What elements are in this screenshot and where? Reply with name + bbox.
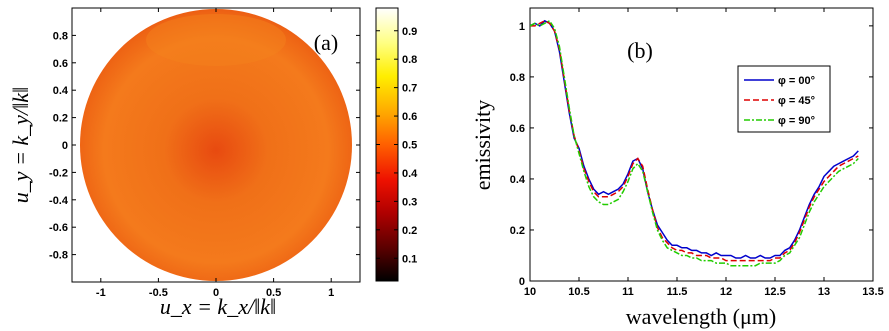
line-xtick-label: 13 <box>818 286 830 298</box>
line-ylabel: emissivity <box>470 100 495 190</box>
heatmap-ytick-label: 0.6 <box>53 58 68 70</box>
colorbar-tick-label: 0.5 <box>402 140 417 152</box>
colorbar-tick-label: 0.4 <box>402 168 418 180</box>
series-line-0 <box>530 19 859 259</box>
heatmap-ytick-label: 0.4 <box>53 85 69 97</box>
line-xlabel: wavelength (μm) <box>626 304 776 329</box>
heatmap-ticks: -1 -0.5 0 0.5 1 0.8 0.6 0.4 0.2 0 -0.2 -0.4 -0.6 -0.8 <box>49 8 360 299</box>
colorbar-tick-label: 0.2 <box>402 225 417 237</box>
heatmap-ytick-label: 0 <box>62 140 68 152</box>
heatmap-ytick-label: 0.8 <box>53 30 68 42</box>
series-line-2 <box>530 19 859 267</box>
line-ytick-label: 0 <box>519 276 525 288</box>
disk-top-cap <box>146 14 286 66</box>
emission-disk <box>80 9 352 281</box>
line-ytick-label: 0.6 <box>510 123 525 135</box>
line-xtick-label: 12 <box>720 286 732 298</box>
legend-box <box>737 65 831 133</box>
colorbar-tick-label: 0.8 <box>402 54 417 66</box>
heatmap-xtick-label: -0.5 <box>149 287 168 299</box>
heatmap-xlabel: u_x = k_x/‖k‖ <box>160 294 276 319</box>
heatmap-ylabel: u_y = k_y/‖k‖ <box>8 87 33 203</box>
line-ytick-label: 0.4 <box>510 174 526 186</box>
colorbar-ticks: 0.1 0.2 0.3 0.4 0.5 0.6 0.7 0.8 0.9 <box>376 26 418 265</box>
legend-entry-2: φ = 90° <box>778 115 815 127</box>
line-axes-frame <box>529 7 874 282</box>
colorbar-tick-label: 0.9 <box>402 26 417 38</box>
heatmap-ytick-label: 0.2 <box>53 113 68 125</box>
heatmap-xtick-label: -1 <box>96 287 106 299</box>
heatmap-ytick-label: -0.6 <box>49 222 68 234</box>
heatmap-xtick-label: 0.5 <box>266 287 281 299</box>
panel-a-label: (a) <box>314 30 338 55</box>
line-series-group <box>530 19 859 267</box>
heatmap-ytick-label: -0.4 <box>49 195 69 207</box>
legend-entry-1: φ = 45° <box>778 95 815 107</box>
line-chart-ticks: 10 10.5 11 11.5 12 12.5 13 13.5 0 0.2 0.4 0.6 0.8 1 <box>510 8 884 298</box>
panel-b-label: (b) <box>627 38 653 63</box>
colorbar-tick-label: 0.6 <box>402 111 417 123</box>
line-ytick-label: 0.2 <box>510 225 525 237</box>
line-xtick-label: 10.5 <box>568 286 589 298</box>
line-xtick-label: 10 <box>524 286 536 298</box>
colorbar-tick-label: 0.3 <box>402 196 417 208</box>
legend-entry-0: φ = 00° <box>778 75 815 87</box>
colorbar: 0.1 0.2 0.3 0.4 0.5 0.6 0.7 0.8 0.9 <box>375 7 418 282</box>
heatmap-xtick-label: 0 <box>213 287 219 299</box>
legend: φ = 00° φ = 45° φ = 90° <box>737 65 831 133</box>
heatmap-ytick-label: -0.8 <box>49 250 68 262</box>
line-chart-panel: 10 10.5 11 11.5 12 12.5 13 13.5 0 0.2 0.4 0.6 0.8 1 (… <box>470 7 884 329</box>
heatmap-panel: -1 -0.5 0 0.5 1 0.8 0.6 0.4 0.2 0 -0.2 -0.4 -0.6 -0.8… <box>8 7 361 319</box>
line-xtick-label: 11 <box>622 286 634 298</box>
line-xtick-label: 13.5 <box>862 286 883 298</box>
heatmap-ytick-label: -0.2 <box>49 167 68 179</box>
colorbar-tick-label: 0.1 <box>402 253 417 265</box>
colorbar-tick-label: 0.7 <box>402 83 417 95</box>
line-xtick-label: 11.5 <box>667 286 688 298</box>
line-ytick-label: 0.8 <box>510 72 525 84</box>
line-ytick-label: 1 <box>519 21 525 33</box>
line-xtick-label: 12.5 <box>764 286 785 298</box>
series-line-1 <box>530 19 859 262</box>
heatmap-xtick-label: 1 <box>328 287 334 299</box>
